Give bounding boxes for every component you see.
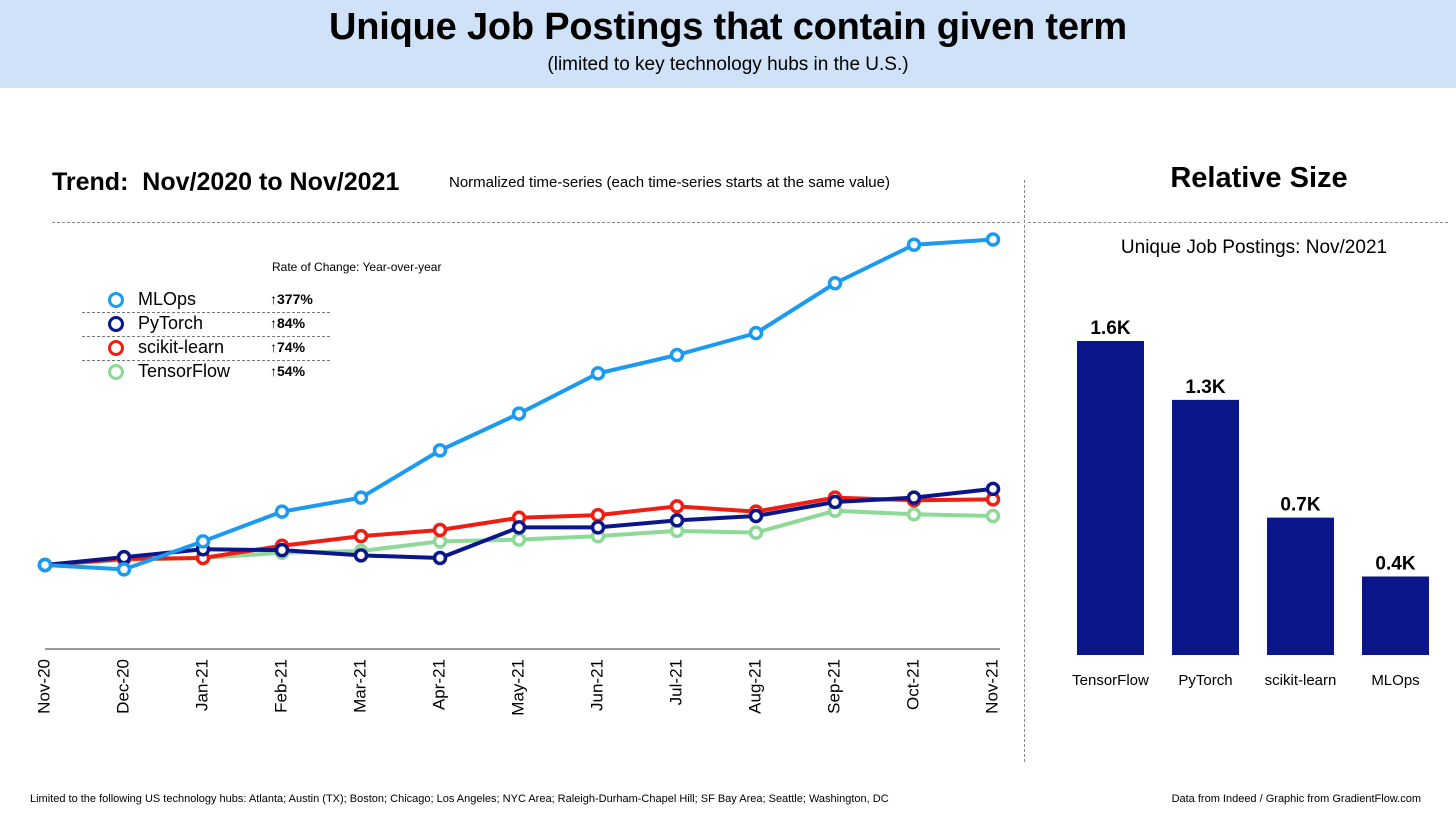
legend-label: MLOps [138,289,197,309]
trend-note: Normalized time-series (each time-series… [449,174,890,191]
data-point-scikit-learn [432,522,448,538]
data-point-pytorch [590,520,606,535]
header-banner: Unique Job Postings that contain given t… [0,0,1456,88]
legend-item-tensorflow: TensorFlow ↑54% [82,360,330,384]
data-point-mlops [37,557,53,573]
data-point-pytorch [274,542,290,558]
legend-item-pytorch: PyTorch ↑84% [82,312,330,337]
chart-subtitle: (limited to key technology hubs in the U… [547,54,909,75]
data-point-mlops [195,534,211,549]
data-point-pytorch [906,490,922,505]
data-point-pytorch [748,508,764,524]
data-point-pytorch [985,481,1001,497]
x-tick-label: Jun-21 [587,659,606,711]
footer-source: Data from Indeed / Graphic from Gradient… [1171,793,1421,805]
bar-pytorch [1172,399,1239,655]
x-tick-label: Feb-21 [271,659,290,713]
relative-size-bar-chart: 1.6K TensorFlow 1.3K PyTorch 0.7K scikit-lear… [1072,318,1429,689]
bar-category-label: PyTorch [1178,672,1232,689]
data-point-pytorch [511,520,527,535]
bar-category-label: MLOps [1371,672,1419,689]
relative-header-divider [1028,222,1448,223]
data-point-mlops [116,562,132,577]
data-point-tensorflow [985,508,1001,524]
legend-rate: ↑54% [270,363,306,379]
x-tick-label: Jan-21 [192,659,211,711]
bar-tensorflow [1077,341,1144,655]
data-point-mlops [985,232,1001,247]
data-point-mlops [590,366,606,381]
trend-heading: Trend: Nov/2020 to Nov/2021 [52,168,400,196]
trend-header-divider [52,222,1020,223]
data-point-mlops [432,443,448,458]
legend-label: TensorFlow [138,361,231,381]
x-tick-label: Dec-20 [113,659,132,714]
bar-value-label: 1.6K [1090,318,1130,339]
bar-value-label: 1.3K [1185,377,1225,398]
data-point-pytorch [432,550,448,566]
data-point-scikit-learn [669,499,685,514]
legend-label: scikit-learn [138,337,225,357]
data-point-tensorflow [748,525,764,540]
bar-chart-title: Unique Job Postings: Nov/2021 [1120,237,1388,258]
relative-size-heading: Relative Size [1170,162,1348,194]
x-tick-label: Sep-21 [824,659,843,714]
data-point-pytorch [353,548,369,563]
legend-marker-tensorflow [108,364,124,380]
bar-category-label: scikit-learn [1265,672,1337,689]
data-point-pytorch [827,494,843,510]
legend-item-mlops: MLOps ↑377% [82,288,330,313]
data-point-mlops [669,347,685,363]
footer-hubs-note: Limited to the following US technology h… [30,793,889,805]
data-point-tensorflow [906,507,922,522]
panel-divider [1024,180,1025,762]
x-tick-label: Oct-21 [903,659,922,710]
data-point-mlops [906,237,922,252]
data-point-mlops [748,325,764,341]
data-point-mlops [274,504,290,519]
legend-label: PyTorch [138,313,204,333]
x-tick-label: Jul-21 [666,659,685,705]
legend-rate: ↑74% [270,339,306,355]
x-tick-label: May-21 [508,659,527,716]
x-tick-label: Nov-21 [982,659,1001,714]
bar-mlops [1362,576,1429,655]
data-point-scikit-learn [353,528,369,544]
bar-scikit-learn [1267,517,1334,655]
x-tick-label: Aug-21 [745,659,764,714]
legend-rate: ↑377% [270,291,313,307]
data-point-mlops [827,276,843,291]
chart-title: Unique Job Postings that contain given t… [329,6,1127,48]
bar-category-label: TensorFlow [1072,672,1149,689]
legend-item-scikit-learn: scikit-learn ↑74% [82,336,330,361]
data-point-pytorch [669,513,685,528]
legend-rate: ↑84% [270,315,306,331]
bar-value-label: 0.7K [1280,495,1320,516]
legend-marker-scikit-learn [108,340,124,356]
legend-marker-pytorch [108,316,124,332]
rate-of-change-heading: Rate of Change: Year-over-year [272,260,442,274]
x-tick-label: Nov-20 [34,659,53,714]
x-tick-label: Apr-21 [429,659,448,710]
trend-line-chart: Nov-20 Dec-20 Jan-21 Feb-21 Mar-21 Apr-21 May-… [34,232,1001,716]
x-tick-label: Mar-21 [350,659,369,713]
data-point-mlops [353,490,369,505]
bar-value-label: 0.4K [1375,554,1415,575]
data-point-mlops [511,406,527,421]
legend-marker-mlops [108,292,124,308]
